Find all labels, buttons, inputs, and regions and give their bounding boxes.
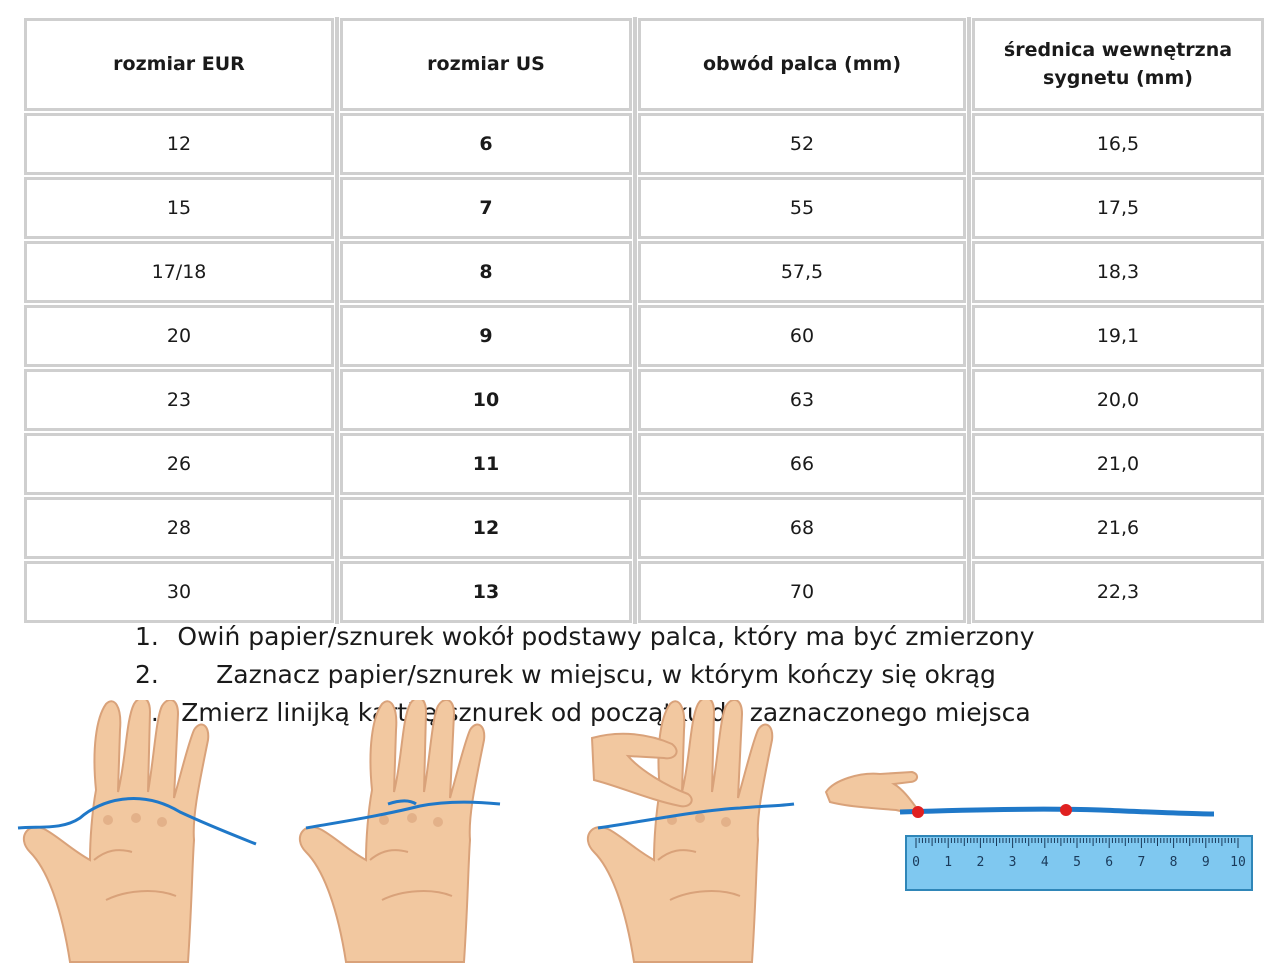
cell-diameter: 22,3 — [972, 561, 1264, 623]
table-row: 17/18 8 57,5 18,3 — [23, 240, 1265, 304]
hand-step2-icon — [298, 700, 501, 963]
cell-eur: 12 — [24, 113, 334, 175]
cell-circumference: 66 — [638, 433, 966, 495]
cell-eur: 15 — [24, 177, 334, 239]
ruler-label: 6 — [1105, 855, 1113, 870]
step-number: 2. — [135, 660, 159, 689]
measurement-instructions: 1. Owiń papier/sznurek wokół podstawy pa… — [0, 618, 1280, 732]
table-row: 15 7 55 17,5 — [23, 176, 1265, 240]
cell-diameter: 21,6 — [972, 497, 1264, 559]
instruction-step: 3. Zmierz linijką kartkę/sznurek od pocz… — [0, 694, 1280, 732]
header-eur-size: rozmiar EUR — [24, 18, 334, 111]
ruler-label: 5 — [1073, 855, 1081, 870]
header-finger-circumference: obwód palca (mm) — [638, 18, 966, 111]
step-number: 1. — [135, 622, 159, 651]
cell-diameter: 21,0 — [972, 433, 1264, 495]
ruler-label: 8 — [1170, 855, 1178, 870]
step-text: Zaznacz papier/sznurek w miejscu, w któr… — [216, 660, 996, 689]
cell-circumference: 57,5 — [638, 241, 966, 303]
table-header-row: rozmiar EUR rozmiar US obwód palca (mm) … — [23, 17, 1265, 112]
ruler-ticks — [915, 838, 1239, 848]
table-row: 12 6 52 16,5 — [23, 112, 1265, 176]
cell-us: 12 — [340, 497, 632, 559]
cell-diameter: 20,0 — [972, 369, 1264, 431]
ruler-label: 4 — [1041, 855, 1049, 870]
ruler-label: 1 — [944, 855, 952, 870]
table-row: 26 11 66 21,0 — [23, 432, 1265, 496]
cell-eur: 23 — [24, 369, 334, 431]
cell-circumference: 55 — [638, 177, 966, 239]
cell-diameter: 18,3 — [972, 241, 1264, 303]
cell-us: 10 — [340, 369, 632, 431]
cell-circumference: 60 — [638, 305, 966, 367]
ruler-label: 2 — [976, 855, 984, 870]
header-inner-diameter: średnica wewnętrzna sygnetu (mm) — [972, 18, 1264, 111]
cell-eur: 20 — [24, 305, 334, 367]
table-row: 23 10 63 20,0 — [23, 368, 1265, 432]
cell-us: 9 — [340, 305, 632, 367]
cell-circumference: 63 — [638, 369, 966, 431]
table-row: 28 12 68 21,6 — [23, 496, 1265, 560]
ruler-label: 0 — [912, 855, 920, 870]
cell-eur: 26 — [24, 433, 334, 495]
cell-us: 8 — [340, 241, 632, 303]
start-marker-icon — [912, 806, 924, 818]
ruler-label: 9 — [1202, 855, 1210, 870]
cell-eur: 28 — [24, 497, 334, 559]
cell-eur: 30 — [24, 561, 334, 623]
ruler-label: 10 — [1230, 855, 1246, 870]
hand-step1-icon — [17, 700, 257, 963]
cell-circumference: 68 — [638, 497, 966, 559]
instruction-step: 1. Owiń papier/sznurek wokół podstawy pa… — [0, 618, 1280, 656]
cell-us: 6 — [340, 113, 632, 175]
hand-step3-icon — [586, 700, 795, 963]
measurement-illustrations: 0 1 2 3 4 5 6 7 8 9 10 — [17, 700, 1253, 963]
ring-size-table: rozmiar EUR rozmiar US obwód palca (mm) … — [23, 17, 1265, 624]
cell-us: 7 — [340, 177, 632, 239]
ruler-labels: 0 1 2 3 4 5 6 7 8 9 10 — [912, 855, 1246, 870]
table-row: 20 9 60 19,1 — [23, 304, 1265, 368]
ruler-label: 7 — [1137, 855, 1145, 870]
header-us-size: rozmiar US — [340, 18, 632, 111]
ruler-label: 3 — [1009, 855, 1017, 870]
ruler-step-icon: 0 1 2 3 4 5 6 7 8 9 10 — [824, 770, 1253, 891]
cell-us: 11 — [340, 433, 632, 495]
cell-circumference: 70 — [638, 561, 966, 623]
step-text: Owiń papier/sznurek wokół podstawy palca… — [177, 622, 1035, 651]
cell-circumference: 52 — [638, 113, 966, 175]
cell-diameter: 17,5 — [972, 177, 1264, 239]
cell-eur: 17/18 — [24, 241, 334, 303]
instruction-step: 2. Zaznacz papier/sznurek w miejscu, w k… — [0, 656, 1280, 694]
step-text: Zmierz linijką kartkę/sznurek od początk… — [181, 698, 1031, 727]
cell-diameter: 19,1 — [972, 305, 1264, 367]
cell-us: 13 — [340, 561, 632, 623]
table-row: 30 13 70 22,3 — [23, 560, 1265, 624]
cell-diameter: 16,5 — [972, 113, 1264, 175]
end-marker-icon — [1060, 804, 1072, 816]
